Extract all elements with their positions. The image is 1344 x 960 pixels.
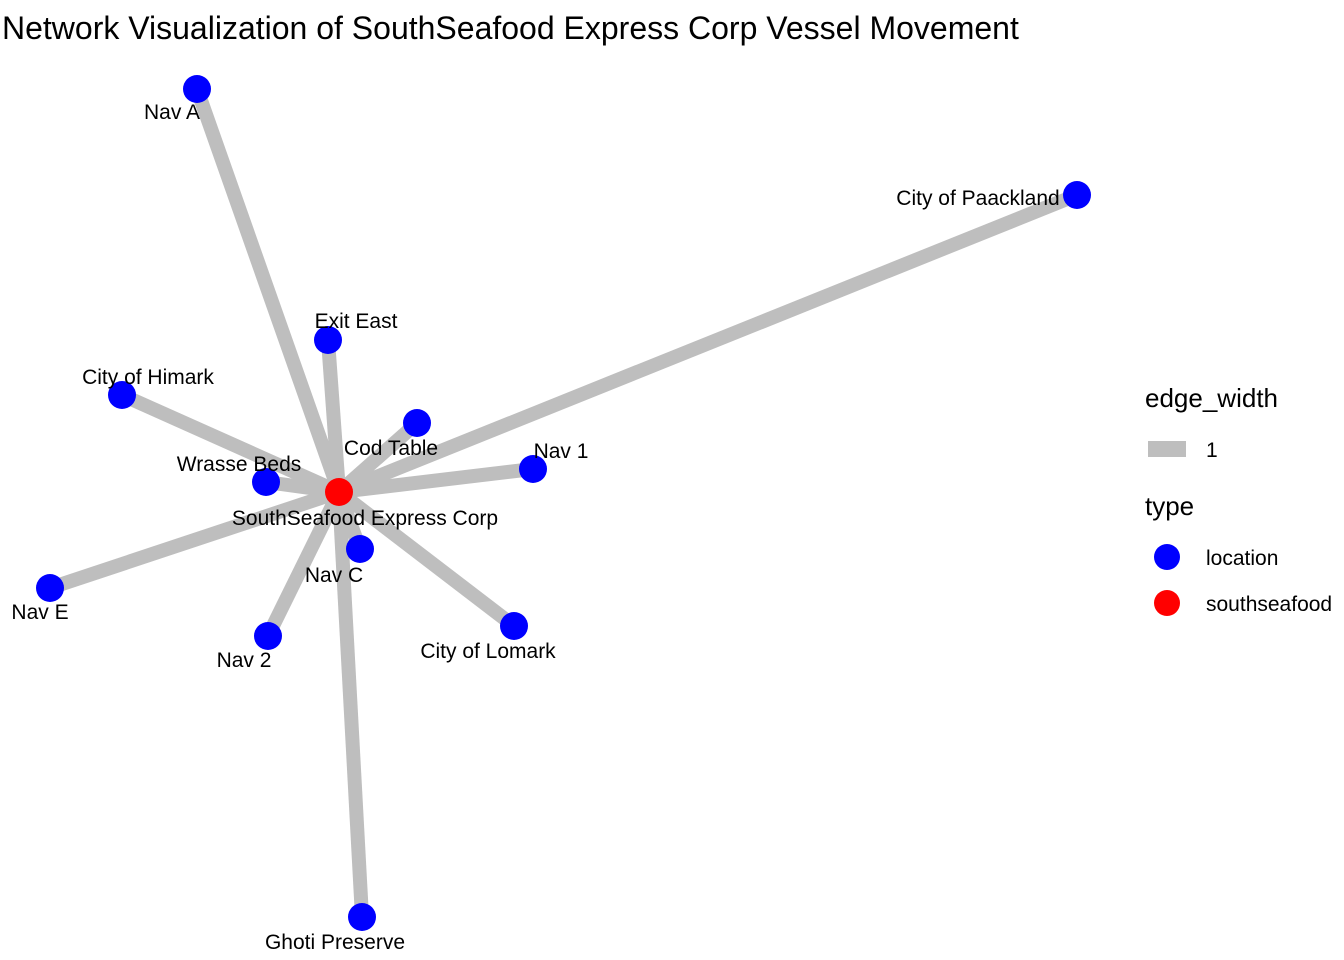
- node-exit-east: [314, 326, 342, 354]
- node-label-ghoti-preserve: Ghoti Preserve: [265, 931, 405, 954]
- node-city-of-paackland: [1063, 181, 1091, 209]
- node-label-nav-1: Nav 1: [534, 440, 589, 463]
- edge-southseafood-to-city-of-himark: [119, 388, 342, 499]
- page-title: Network Visualization of SouthSeafood Ex…: [2, 10, 1019, 46]
- edge-southseafood-to-nav-2: [261, 488, 346, 640]
- edge-southseafood-to-cod-table: [334, 417, 422, 498]
- node-label-southseafood: SouthSeafood Express Corp: [232, 507, 498, 530]
- node-wrasse-beds: [252, 468, 280, 496]
- legend: edge_width 1 type location southseafood: [1145, 383, 1332, 616]
- edge-southseafood-to-nav-1: [338, 462, 534, 499]
- legend-type-southseafood-key: [1154, 590, 1180, 616]
- node-label-nav-c: Nav C: [305, 564, 363, 587]
- node-label-cod-table: Cod Table: [344, 437, 438, 460]
- node-label-wrasse-beds: Wrasse Beds: [177, 453, 302, 476]
- node-label-city-of-paackland: City of Paackland: [896, 187, 1059, 210]
- legend-edge-width-title: edge_width: [1145, 383, 1278, 413]
- node-label-nav-2: Nav 2: [217, 649, 272, 672]
- legend-type-title: type: [1145, 491, 1194, 521]
- node-nav-a: [183, 75, 211, 103]
- node-nav-c: [346, 535, 374, 563]
- node-cod-table: [403, 409, 431, 437]
- legend-edge-width-label: 1: [1206, 439, 1218, 462]
- legend-type-southseafood-label: southseafood: [1206, 593, 1332, 616]
- node-label-nav-e: Nav E: [11, 601, 68, 624]
- edge-southseafood-to-exit-east: [321, 339, 346, 493]
- node-city-of-himark: [108, 381, 136, 409]
- node-ghoti-preserve: [348, 903, 376, 931]
- edge-southseafood-to-nav-a: [190, 86, 346, 495]
- node-city-of-lomark: [500, 612, 528, 640]
- node-label-exit-east: Exit East: [315, 310, 398, 333]
- edge-southseafood-to-city-of-lomark: [334, 486, 519, 632]
- node-nav-e: [36, 574, 64, 602]
- node-label-nav-a: Nav A: [144, 101, 200, 124]
- edges-layer: [47, 86, 1080, 918]
- node-label-city-of-himark: City of Himark: [82, 366, 214, 389]
- node-nav-2: [254, 622, 282, 650]
- legend-type-location-key: [1154, 544, 1180, 570]
- node-nav-1: [519, 455, 547, 483]
- edge-southseafood-to-nav-e: [47, 485, 342, 595]
- node-southseafood: [325, 478, 353, 506]
- edge-southseafood-to-ghoti-preserve: [332, 491, 369, 918]
- labels-layer: SouthSeafood Express Corp Nav A City of Pa…: [11, 101, 1059, 954]
- legend-type-location-label: location: [1206, 547, 1278, 570]
- edge-southseafood-to-city-of-paackland: [336, 188, 1080, 499]
- node-label-city-of-lomark: City of Lomark: [420, 640, 556, 663]
- nodes-layer: [36, 75, 1091, 931]
